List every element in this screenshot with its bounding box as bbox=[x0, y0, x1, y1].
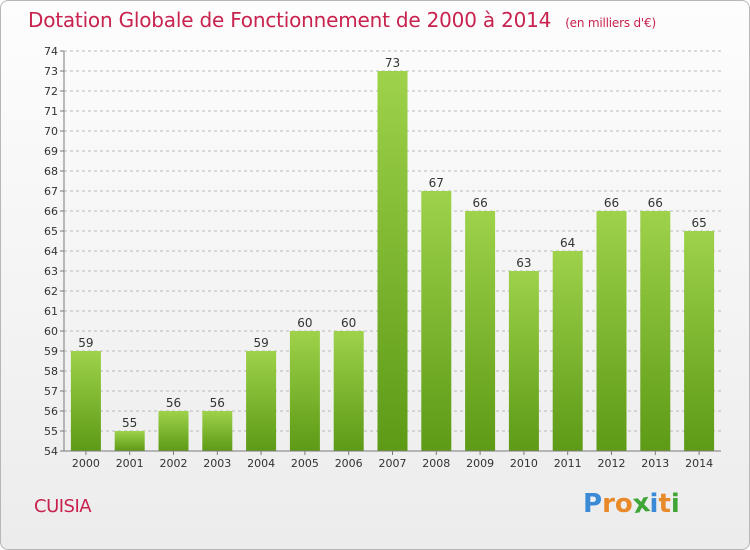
logo-letter: o bbox=[614, 489, 633, 519]
bar-value-label: 59 bbox=[253, 336, 268, 350]
y-tick-label: 64 bbox=[44, 245, 58, 258]
x-tick-label: 2006 bbox=[335, 457, 363, 470]
y-tick-label: 70 bbox=[44, 125, 58, 138]
bar-value-label: 65 bbox=[691, 216, 706, 230]
chart-subtitle: (en milliers d'€) bbox=[565, 16, 656, 30]
bar-value-label: 60 bbox=[341, 316, 356, 330]
x-tick-label: 2004 bbox=[247, 457, 275, 470]
logo-letter: i bbox=[670, 489, 680, 519]
bar-2008 bbox=[421, 191, 452, 451]
y-tick-label: 58 bbox=[44, 365, 58, 378]
bar-value-label: 56 bbox=[210, 396, 225, 410]
bar-2011 bbox=[552, 251, 583, 451]
chart-title-text: Dotation Globale de Fonctionnement de 20… bbox=[28, 8, 552, 32]
y-tick-label: 65 bbox=[44, 225, 58, 238]
y-tick-label: 57 bbox=[44, 385, 58, 398]
bar-2013 bbox=[640, 211, 671, 451]
bar-2006 bbox=[333, 331, 364, 451]
bar-value-label: 66 bbox=[472, 196, 487, 210]
y-tick-label: 66 bbox=[44, 205, 58, 218]
y-tick-label: 73 bbox=[44, 65, 58, 78]
bar-value-label: 66 bbox=[648, 196, 663, 210]
x-tick-label: 2011 bbox=[554, 457, 582, 470]
bar-value-label: 66 bbox=[604, 196, 619, 210]
logo-letter: r bbox=[602, 489, 615, 519]
y-tick-label: 71 bbox=[44, 105, 58, 118]
bar-2001 bbox=[114, 431, 145, 451]
logo-letter: t bbox=[658, 489, 671, 519]
bar-2005 bbox=[289, 331, 320, 451]
axes bbox=[60, 50, 721, 455]
proxiti-logo: Proxiti bbox=[583, 487, 680, 521]
bar-2000 bbox=[70, 351, 101, 451]
x-tick-label: 2009 bbox=[466, 457, 494, 470]
x-tick-label: 2014 bbox=[685, 457, 713, 470]
chart-title: Dotation Globale de Fonctionnement de 20… bbox=[28, 8, 656, 32]
y-tick-label: 69 bbox=[44, 145, 58, 158]
y-tick-label: 54 bbox=[44, 445, 58, 458]
x-tick-label: 2002 bbox=[160, 457, 188, 470]
x-tick-label: 2013 bbox=[641, 457, 669, 470]
x-tick-label: 2000 bbox=[72, 457, 100, 470]
bar-2003 bbox=[202, 411, 233, 451]
bar-2010 bbox=[508, 271, 539, 451]
y-tick-label: 62 bbox=[44, 285, 58, 298]
bar-value-label: 67 bbox=[429, 176, 444, 190]
x-tick-label: 2010 bbox=[510, 457, 538, 470]
x-tick-label: 2012 bbox=[598, 457, 626, 470]
bar-value-label: 56 bbox=[166, 396, 181, 410]
bar-2002 bbox=[158, 411, 189, 451]
bar-value-label: 60 bbox=[297, 316, 312, 330]
x-tick-label: 2007 bbox=[379, 457, 407, 470]
x-tick-label: 2008 bbox=[422, 457, 450, 470]
bar-2012 bbox=[596, 211, 627, 451]
bar-value-label: 55 bbox=[122, 416, 137, 430]
bar-value-label: 59 bbox=[78, 336, 93, 350]
x-tick-label: 2005 bbox=[291, 457, 319, 470]
x-tick-label: 2001 bbox=[116, 457, 144, 470]
y-tick-label: 63 bbox=[44, 265, 58, 278]
bar-2009 bbox=[465, 211, 496, 451]
bar-value-label: 63 bbox=[516, 256, 531, 270]
commune-name: CUISIA bbox=[34, 496, 92, 517]
logo-letter: P bbox=[583, 489, 603, 519]
y-tick-label: 59 bbox=[44, 345, 58, 358]
x-tick-label: 2003 bbox=[203, 457, 231, 470]
y-tick-label: 56 bbox=[44, 405, 58, 418]
bar-2014 bbox=[684, 231, 715, 451]
y-tick-label: 55 bbox=[44, 425, 58, 438]
y-tick-label: 72 bbox=[44, 85, 58, 98]
y-tick-label: 68 bbox=[44, 165, 58, 178]
logo-letter: i bbox=[649, 489, 659, 519]
bars bbox=[70, 71, 715, 451]
bar-value-label: 64 bbox=[560, 236, 575, 250]
y-tick-label: 74 bbox=[44, 45, 58, 58]
bar-2004 bbox=[246, 351, 277, 451]
bar-2007 bbox=[377, 71, 408, 451]
y-tick-label: 61 bbox=[44, 305, 58, 318]
y-tick-label: 60 bbox=[44, 325, 58, 338]
logo-letter: x bbox=[630, 487, 652, 521]
y-tick-label: 67 bbox=[44, 185, 58, 198]
bar-value-label: 73 bbox=[385, 56, 400, 70]
labels: 54 55 56 57 58 59 60 61 62 63 64 65 66 67 68 69 70 71 72 73… bbox=[44, 45, 713, 470]
